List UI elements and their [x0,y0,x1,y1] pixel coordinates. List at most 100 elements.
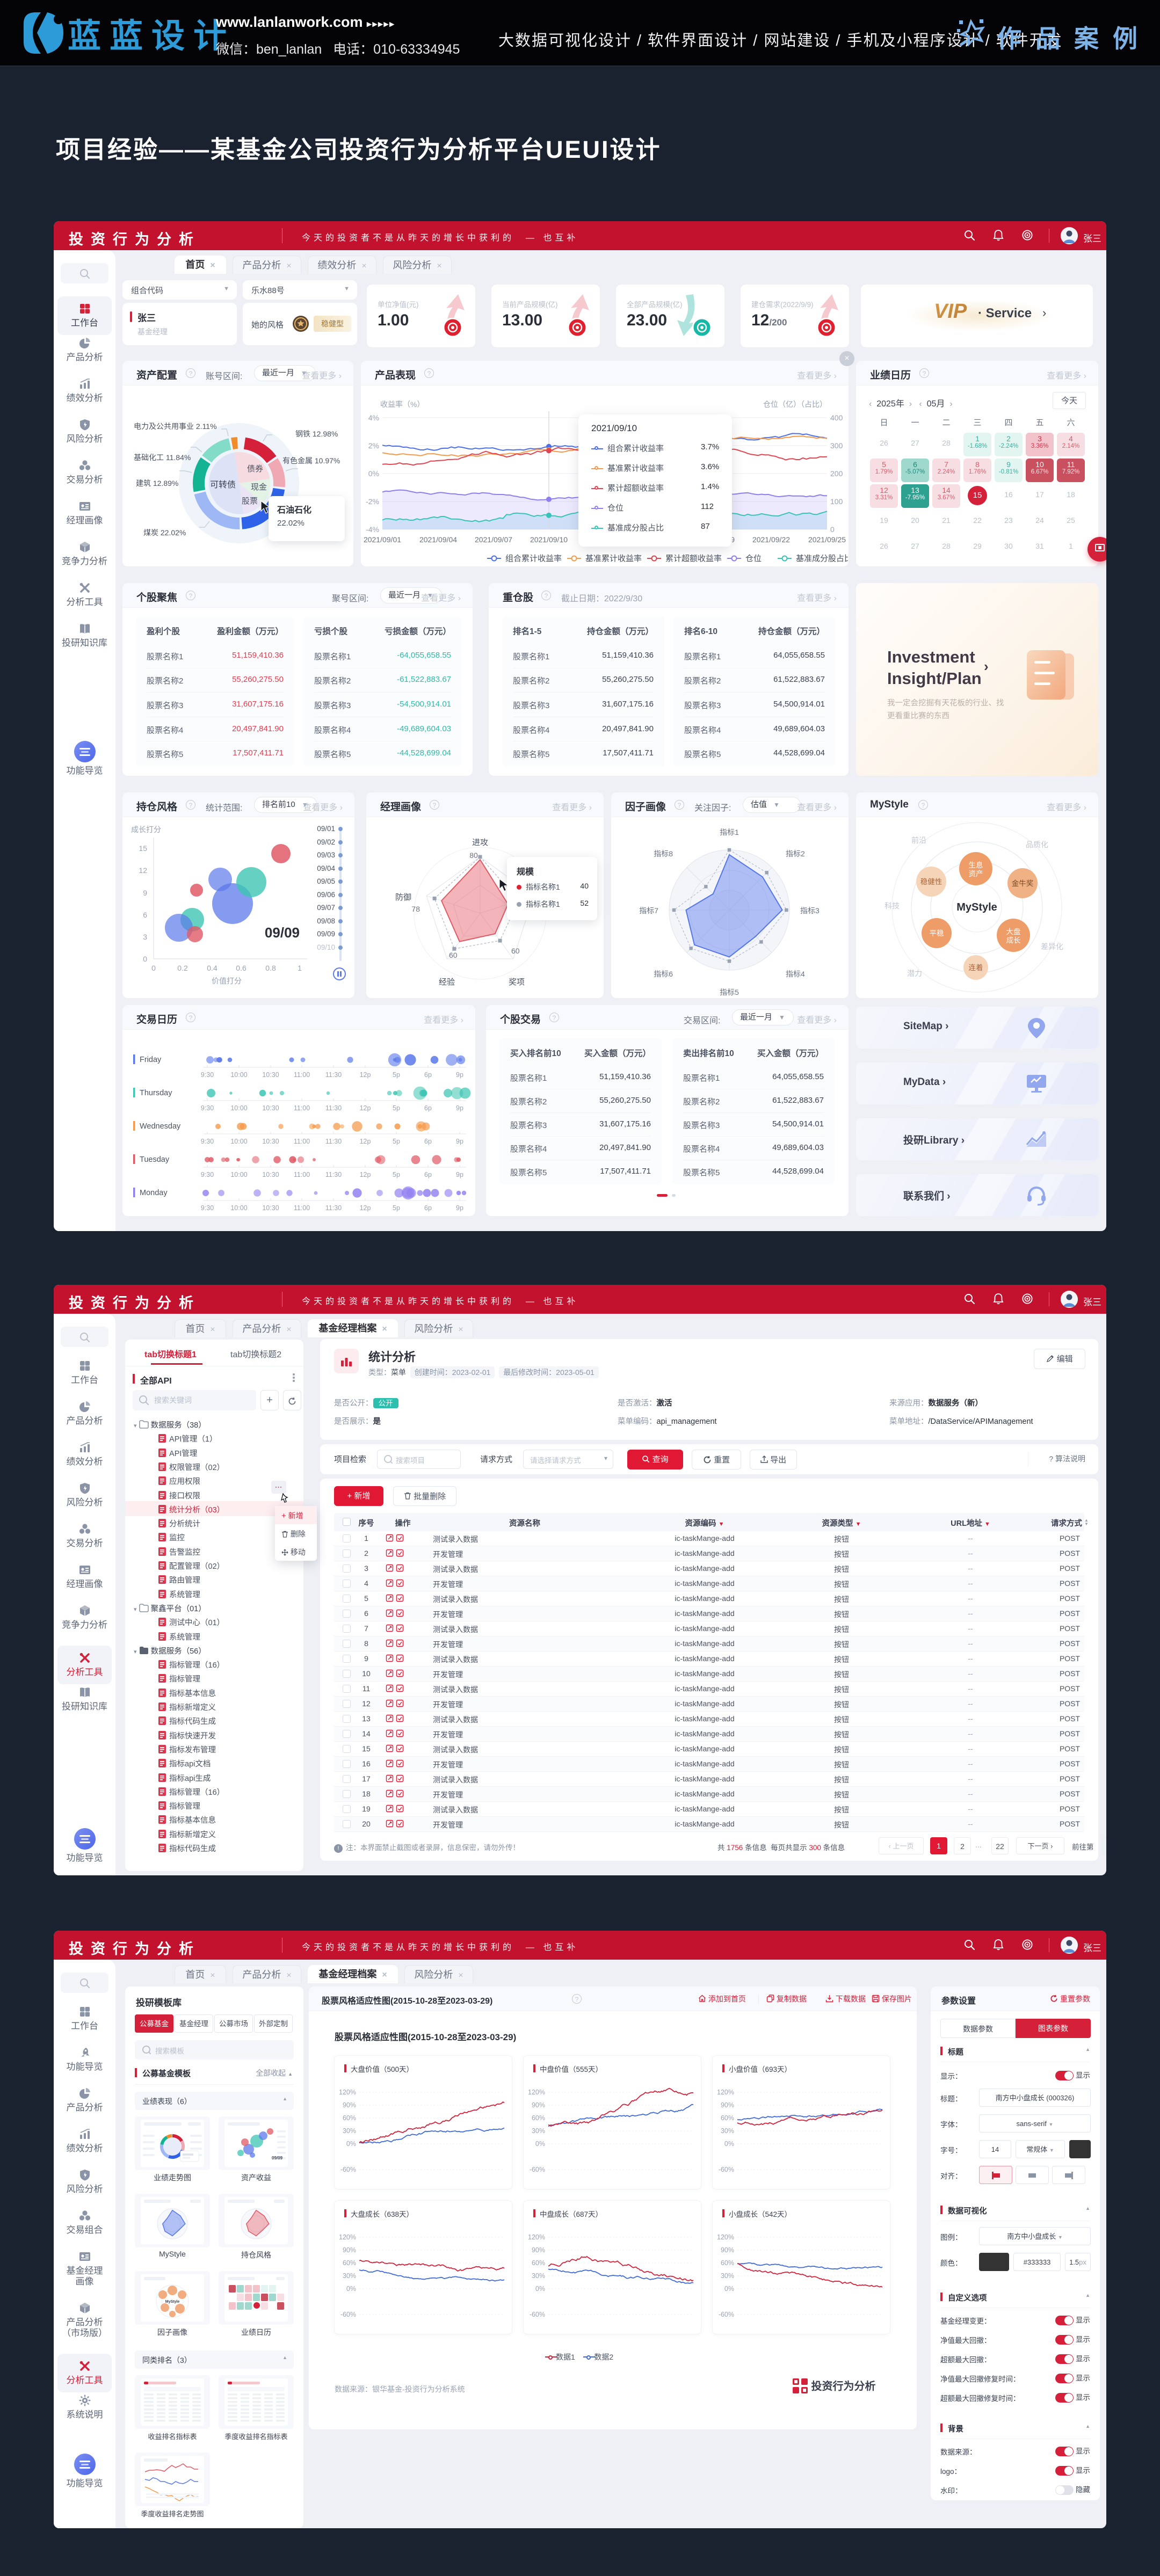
svg-text:9:30: 9:30 [201,1071,214,1079]
svg-text:-60%: -60% [530,2311,545,2318]
svg-text:10:00: 10:00 [230,1138,247,1145]
svg-text:6p: 6p [424,1104,432,1112]
svg-text:5p: 5p [393,1071,400,1079]
svg-text:9p: 9p [456,1204,463,1212]
svg-text:6: 6 [143,911,147,919]
svg-text:400: 400 [830,413,843,422]
svg-text:0%: 0% [368,469,379,478]
svg-text:平稳: 平稳 [930,929,944,937]
svg-text:指标5: 指标5 [720,988,739,996]
svg-text:60%: 60% [343,2259,356,2267]
svg-text:现金: 现金 [251,483,267,492]
svg-text:2021/09/22: 2021/09/22 [752,535,790,544]
svg-text:2021/09/25: 2021/09/25 [808,535,846,544]
svg-text:-2%: -2% [366,497,379,506]
svg-text:09/09: 09/09 [272,2156,283,2160]
svg-text:MyStyle: MyStyle [956,901,997,913]
svg-text:30%: 30% [343,2127,356,2135]
svg-text:10:30: 10:30 [262,1071,279,1079]
svg-text:品质化: 品质化 [1026,840,1048,849]
svg-text:稳健性: 稳健性 [920,878,943,886]
svg-text:90%: 90% [532,2101,545,2109]
svg-text:Thursday: Thursday [140,1089,172,1097]
svg-text:9p: 9p [456,1071,463,1079]
svg-text:11:30: 11:30 [325,1204,342,1212]
svg-text:0%: 0% [724,2140,734,2148]
svg-text:10:30: 10:30 [262,1204,279,1212]
svg-text:120%: 120% [528,2233,545,2241]
svg-text:可转债: 可转债 [210,480,236,490]
svg-text:11:00: 11:00 [294,1171,310,1178]
svg-text:0: 0 [830,525,835,534]
svg-text:5p: 5p [393,1138,400,1145]
svg-text:指标2: 指标2 [786,849,805,858]
svg-text:奖项: 奖项 [509,978,525,987]
svg-text:0%: 0% [346,2285,356,2293]
svg-text:指标6: 指标6 [654,970,673,978]
svg-text:债券: 债券 [247,464,263,474]
svg-text:资产: 资产 [969,870,983,878]
svg-text:Friday: Friday [140,1056,162,1064]
svg-text:Tuesday: Tuesday [140,1155,170,1164]
svg-text:成长打分: 成长打分 [131,825,161,834]
svg-text:大盘: 大盘 [1006,927,1021,936]
svg-text:Wednesday: Wednesday [140,1122,181,1131]
svg-text:前沿: 前沿 [911,836,926,845]
svg-text:11:30: 11:30 [325,1138,342,1145]
svg-text:9:30: 9:30 [201,1104,214,1112]
svg-text:2021/09/04: 2021/09/04 [419,535,457,544]
svg-text:60%: 60% [532,2114,545,2122]
svg-text:指标1: 指标1 [720,828,739,836]
svg-text:9p: 9p [456,1138,463,1145]
svg-text:11:30: 11:30 [325,1071,342,1079]
svg-text:90%: 90% [343,2101,356,2109]
svg-text:成长: 成长 [1006,936,1021,944]
svg-text:10:30: 10:30 [262,1104,279,1112]
svg-text:累计超额收益率: 累计超额收益率 [665,554,722,563]
svg-text:2%: 2% [368,441,379,450]
svg-text:股票: 股票 [242,497,258,506]
svg-text:10:30: 10:30 [262,1171,279,1178]
svg-text:VIP: VIP [934,302,967,323]
svg-text:12p: 12p [360,1071,371,1079]
svg-text:指标4: 指标4 [786,970,805,978]
svg-text:5p: 5p [393,1104,400,1112]
svg-text:6p: 6p [424,1071,432,1079]
svg-text:0.8: 0.8 [265,964,276,972]
svg-text:30%: 30% [721,2127,734,2135]
svg-text:09/09: 09/09 [265,925,300,941]
svg-text:300: 300 [830,441,843,450]
svg-text:1: 1 [298,964,302,972]
svg-text:0%: 0% [724,2285,734,2293]
svg-text:0.4: 0.4 [207,964,218,972]
svg-text:0%: 0% [346,2140,356,2148]
svg-text:30%: 30% [532,2272,545,2280]
svg-text:30%: 30% [532,2127,545,2135]
svg-text:120%: 120% [717,2233,734,2241]
svg-text:组合累计收益率: 组合累计收益率 [505,554,562,563]
svg-text:0%: 0% [535,2285,545,2293]
svg-text:30%: 30% [721,2272,734,2280]
svg-text:3: 3 [143,933,147,941]
svg-text:0: 0 [151,964,156,972]
svg-text:10:00: 10:00 [230,1104,247,1112]
svg-text:仓位（亿）（占比）: 仓位（亿）（占比） [763,400,827,409]
svg-text:12p: 12p [360,1171,371,1178]
svg-text:78: 78 [411,905,420,913]
svg-text:100: 100 [830,497,843,506]
svg-text:120%: 120% [717,2089,734,2096]
svg-text:12p: 12p [360,1204,371,1212]
svg-text:指标8: 指标8 [654,849,673,858]
svg-text:9:30: 9:30 [201,1171,214,1178]
svg-text:90%: 90% [721,2101,734,2109]
svg-text:90%: 90% [721,2246,734,2254]
svg-text:90%: 90% [343,2246,356,2254]
svg-text:潜力: 潜力 [907,969,922,978]
svg-text:9:30: 9:30 [201,1204,214,1212]
svg-text:-60%: -60% [340,2166,356,2173]
svg-text:6p: 6p [424,1204,432,1212]
svg-text:10:00: 10:00 [230,1071,247,1079]
svg-text:-4%: -4% [366,525,379,534]
svg-text:11:00: 11:00 [294,1104,310,1112]
svg-text:6p: 6p [424,1171,432,1178]
